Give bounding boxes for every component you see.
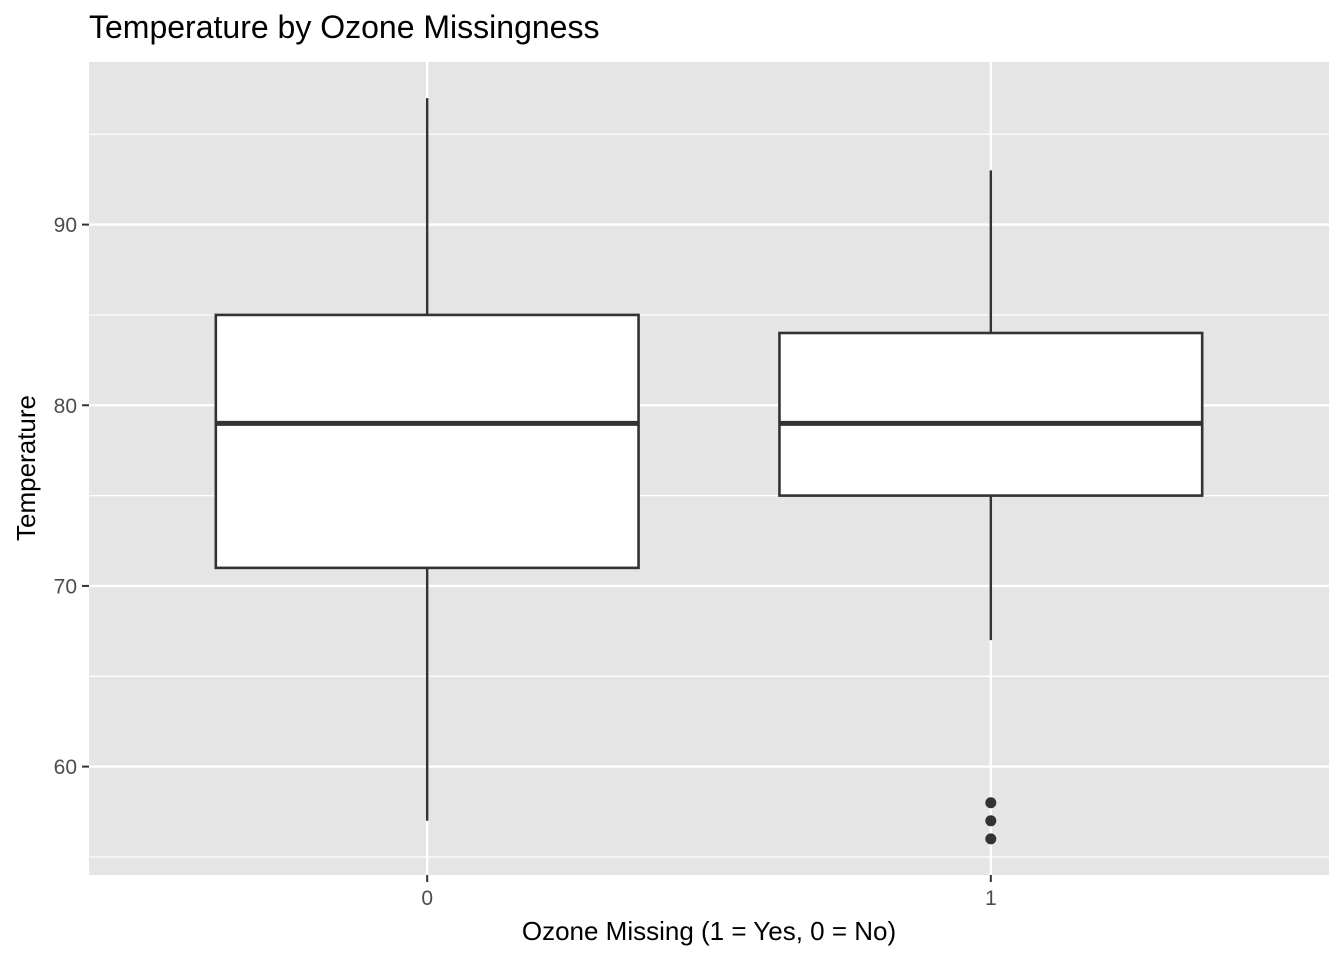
boxes-layer — [214, 98, 1204, 845]
y-tick-label: 60 — [54, 756, 77, 779]
y-tick-label: 90 — [54, 214, 77, 237]
x-axis-title: Ozone Missing (1 = Yes, 0 = No) — [522, 916, 896, 946]
x-tick-label: 0 — [421, 887, 433, 910]
y-axis-title: Temperature — [11, 395, 41, 541]
chart-title: Temperature by Ozone Missingness — [89, 9, 599, 45]
outlier-point — [985, 833, 997, 845]
box-group-0 — [214, 98, 640, 821]
y-tick-label: 70 — [54, 575, 77, 598]
x-tick-label: 1 — [985, 887, 997, 910]
y-tick-label: 80 — [54, 395, 77, 418]
outlier-point — [985, 815, 997, 827]
iqr-box — [214, 313, 640, 570]
outlier-point — [985, 797, 997, 809]
iqr-box — [778, 331, 1204, 497]
y-axis: 60 70 80 90 — [54, 214, 89, 779]
box-group-1 — [778, 170, 1204, 845]
